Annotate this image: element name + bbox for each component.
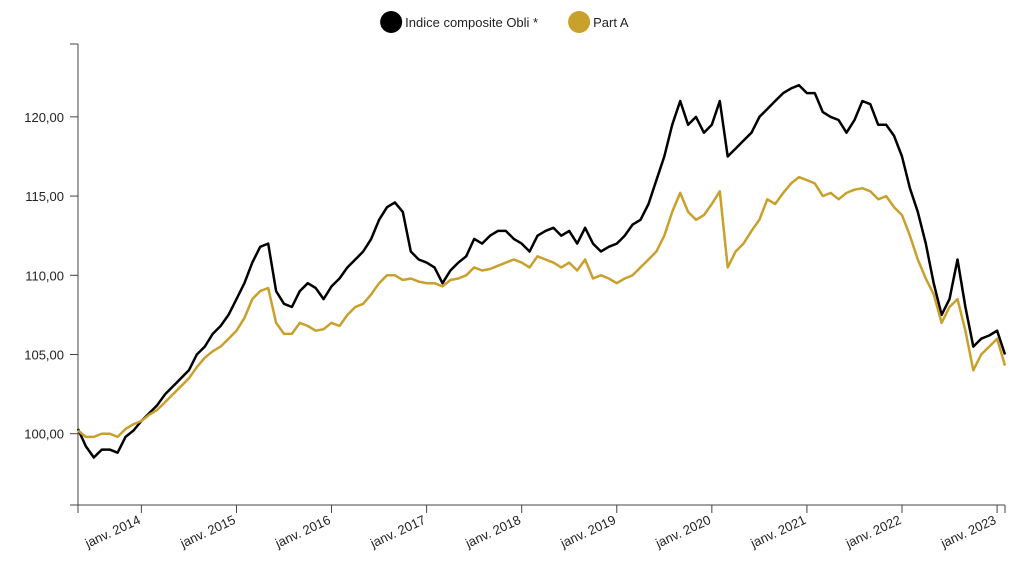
series-line bbox=[76, 83, 1007, 459]
x-tick-label: janv. 2020 bbox=[652, 512, 713, 551]
legend: Indice composite Obli * Part A bbox=[380, 11, 629, 33]
x-tick-label: janv. 2019 bbox=[557, 512, 618, 551]
y-tick-label: 105,00 bbox=[24, 348, 64, 363]
x-tick-label: janv. 2018 bbox=[462, 512, 523, 551]
series-line bbox=[77, 175, 1007, 439]
y-tick-label: 115,00 bbox=[25, 189, 64, 204]
y-tick-label: 110,00 bbox=[25, 268, 64, 283]
legend-label: Part A bbox=[593, 15, 629, 30]
x-tick-label: janv. 2015 bbox=[177, 512, 238, 551]
x-tick-label: janv. 2021 bbox=[747, 512, 808, 551]
x-tick-label: janv. 2016 bbox=[272, 512, 333, 551]
legend-label: Indice composite Obli * bbox=[405, 15, 538, 30]
x-tick-label: janv. 2017 bbox=[367, 512, 428, 551]
x-tick-label: janv. 2014 bbox=[82, 512, 143, 551]
x-tick-label: janv. 2022 bbox=[843, 512, 904, 551]
y-tick-label: 120,00 bbox=[24, 110, 64, 125]
legend-marker bbox=[380, 11, 403, 33]
legend-marker bbox=[568, 11, 591, 33]
x-tick-label: janv. 2023 bbox=[938, 512, 999, 551]
y-tick-label: 100,00 bbox=[24, 427, 64, 442]
